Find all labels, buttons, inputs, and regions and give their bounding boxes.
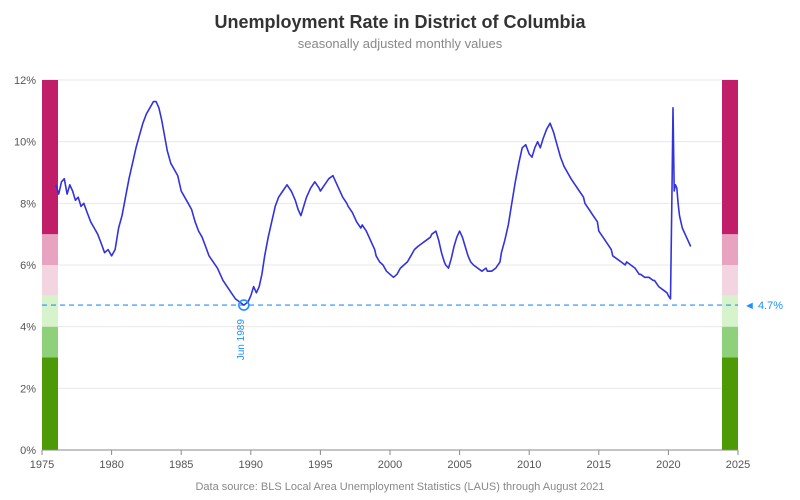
marker-label: Jun 1989 [236,319,247,361]
color-band [42,296,58,327]
color-band [42,358,58,451]
y-tick-label: 0% [20,445,36,457]
y-tick-label: 12% [14,75,36,87]
chart-root: Unemployment Rate in District of Columbi… [0,0,800,500]
x-tick-label: 1980 [99,459,123,471]
y-tick-label: 10% [14,137,36,149]
color-band [42,234,58,265]
y-tick-label: 8% [20,198,36,210]
color-band [722,265,738,296]
x-tick-label: 2015 [587,459,611,471]
source-text: Data source: BLS Local Area Unemployment… [195,481,604,493]
x-tick-label: 2025 [726,459,750,471]
x-tick-label: 2010 [517,459,541,471]
x-tick-label: 2000 [378,459,402,471]
x-tick-label: 1995 [308,459,332,471]
x-tick-label: 1985 [169,459,193,471]
color-band [42,327,58,358]
color-band [722,327,738,358]
x-tick-label: 1990 [239,459,263,471]
color-band [722,234,738,265]
color-band [722,80,738,234]
x-tick-label: 2005 [447,459,471,471]
color-band [42,80,58,234]
x-tick-label: 2020 [656,459,680,471]
y-tick-label: 6% [20,260,36,272]
y-tick-label: 2% [20,383,36,395]
chart-title: Unemployment Rate in District of Columbi… [214,12,586,32]
reference-line-label: ◄ 4.7% [744,300,783,312]
color-band [42,265,58,296]
x-tick-label: 1975 [30,459,54,471]
color-band [722,358,738,451]
color-band [722,296,738,327]
y-tick-label: 4% [20,322,36,334]
chart-subtitle: seasonally adjusted monthly values [298,36,503,51]
